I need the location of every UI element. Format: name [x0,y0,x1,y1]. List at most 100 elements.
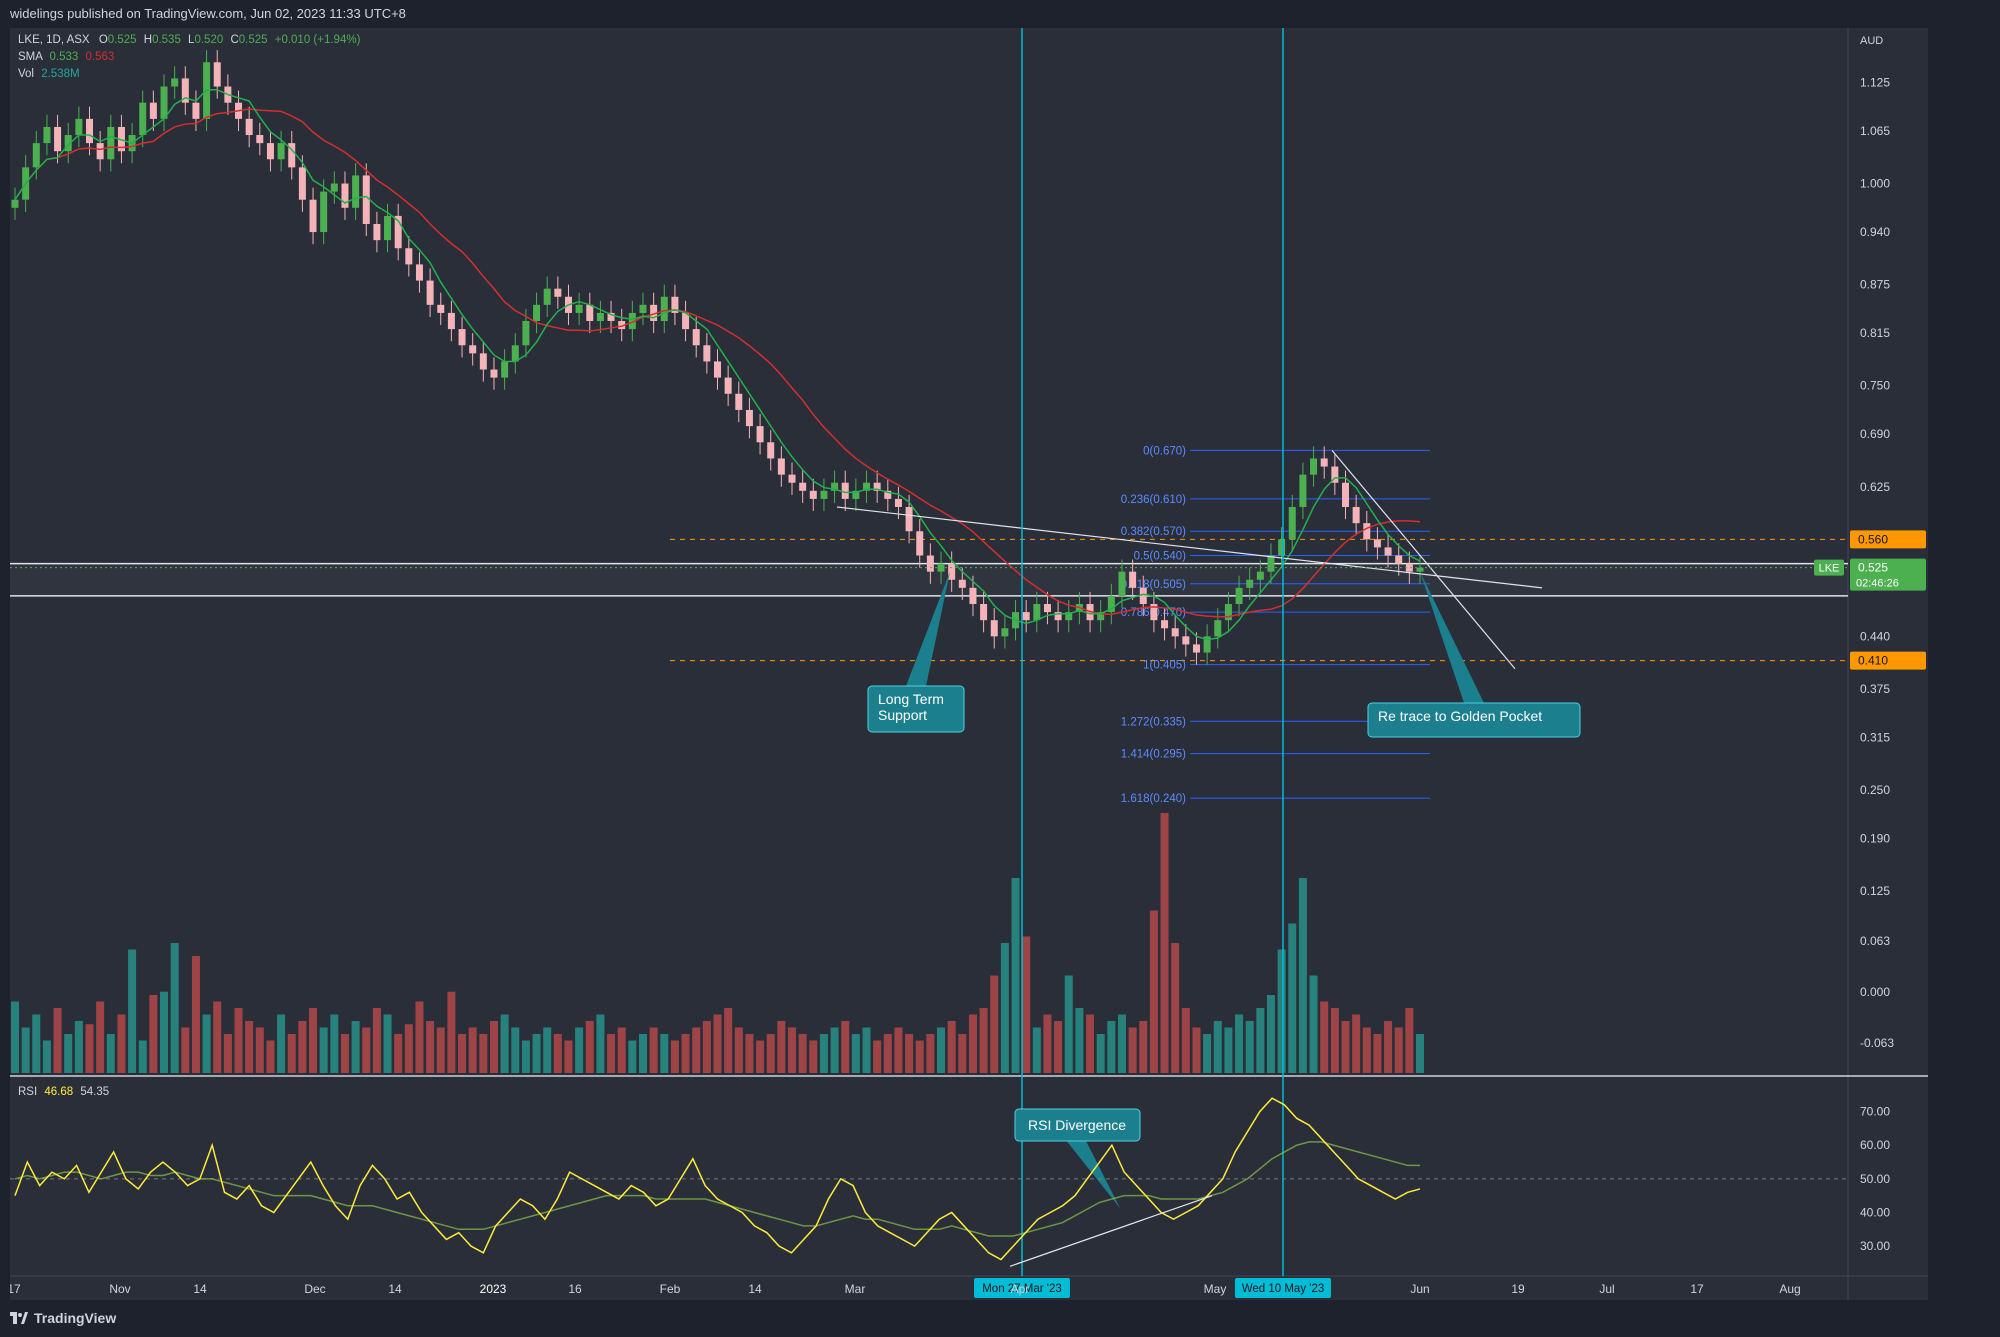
candle-body [650,304,658,322]
candle-body [831,482,839,491]
volume-bar [607,1034,616,1073]
volume-bar [74,1021,83,1073]
volume-bar [649,1027,658,1073]
volume-bar [1394,1027,1403,1073]
candle-body [1107,595,1115,613]
fib-label: 0(0.670) [1143,445,1186,457]
candle-body [1065,612,1073,621]
volume-bar [1213,1021,1222,1073]
fib-label: 1.414(0.295) [1121,749,1186,761]
candle-body [320,191,328,233]
time-tick-label: 17 [1690,1282,1704,1296]
callout-retrace-text: Re trace to Golden Pocket [1378,708,1542,724]
candle-body [980,604,988,621]
legend-o-label: O [98,34,108,46]
candle-body [926,555,934,572]
volume-bar [266,1040,275,1073]
volume-bar [1160,813,1169,1073]
candle-body [820,490,828,499]
volume-bar [255,1027,264,1073]
candle-body [139,102,147,136]
volume-bar [138,1040,147,1073]
time-tick-label: Nov [109,1282,130,1296]
legend-rsi-value: 46.68 [44,1086,74,1098]
volume-bar [1181,1008,1190,1073]
candle-body [809,490,817,499]
candle-body [1384,547,1392,556]
volume-bar [894,1027,903,1073]
volume-bar [734,1027,743,1073]
callout-rsi-divergence-box [1014,1108,1141,1142]
fib-label: 1.272(0.335) [1121,716,1186,728]
legend-l-value: 0.520 [194,34,224,46]
price-tick-label: 0.375 [1860,682,1890,696]
volume-bar [968,1014,977,1073]
volume-bar [1320,1001,1329,1073]
volume-bar [383,1014,392,1073]
candle-body [1246,579,1254,588]
legend-l-label: L [188,34,195,46]
volume-bar [692,1027,701,1073]
trendline-long-term [836,506,1543,589]
legend-vol-label: Vol [18,68,34,80]
volume-bar [213,1001,222,1073]
vertical-marker-label: Mon 27 Mar '23 [982,1283,1062,1295]
level-tag-bg [1850,651,1926,670]
candle-body [777,458,785,475]
volume-bar [340,1034,349,1073]
candle-body [607,312,615,322]
candle-body [958,579,966,588]
volume-bar [223,1034,232,1073]
callout-long-term-support-box [867,685,965,733]
price-tick-label: 0.875 [1860,278,1890,292]
candle-body [181,78,189,103]
volume-bar [170,943,179,1073]
volume-bar [1362,1027,1371,1073]
symbol-tag [1814,559,1844,576]
legend-rsi-ma: 54.35 [80,1086,110,1098]
candle-body [1256,571,1264,580]
volume-bar [1235,1014,1244,1073]
volume-bar [202,1014,211,1073]
price-tick-label: 1.065 [1860,124,1890,138]
volume-bar [543,1027,552,1073]
tradingview-logo[interactable]: TradingView [10,1310,116,1326]
time-tick-label: Mar [845,1282,866,1296]
candle-body [745,409,753,427]
volume-bar [660,1034,669,1073]
volume-bar [1330,1008,1339,1073]
volume-bar [702,1021,711,1073]
volume-bar [851,1034,860,1073]
chart-area[interactable]: 1.125 1.065 1.000 0.940 0.875 0.815 0.750 0.690… [7,28,1928,1300]
volume-bar [415,1001,424,1073]
candle-body [330,183,338,192]
fib-label: 0.5(0.540) [1134,551,1187,563]
candle-body [543,288,551,305]
time-tick-label: Jul [1599,1282,1614,1296]
rsi-ma-line [14,1141,1420,1237]
main-chart-svg[interactable]: 1.125 1.065 1.000 0.940 0.875 0.815 0.750 0.690… [7,28,1928,1300]
candle-body [1331,466,1339,483]
candle-body [32,143,40,168]
candle-body [990,620,998,637]
volume-bar [426,1021,435,1073]
candle-body [724,377,732,394]
volume-bar [1011,878,1020,1073]
time-tick-label: Dec [304,1282,325,1296]
candle-body [767,442,775,459]
volume-bar [1149,910,1158,1073]
level-tag-label: 0.410 [1858,654,1888,668]
candle-body [171,78,179,87]
time-tick-label: Apr [1011,1282,1030,1296]
time-tick-label: 2023 [480,1282,507,1296]
volume-bar [1107,1021,1116,1073]
legend-vol-row: Vol 2.538M [18,68,80,80]
legend-rsi-row: RSI 46.68 54.35 [18,1086,109,1098]
volume-bar [245,1021,254,1073]
candle-body [149,102,157,119]
publish-header: widelings published on TradingView.com, … [0,0,2000,28]
price-tick-label: 0.440 [1860,629,1890,643]
volume-bar [330,1014,339,1073]
candle-body [501,361,509,378]
volume-bar [553,1034,562,1073]
